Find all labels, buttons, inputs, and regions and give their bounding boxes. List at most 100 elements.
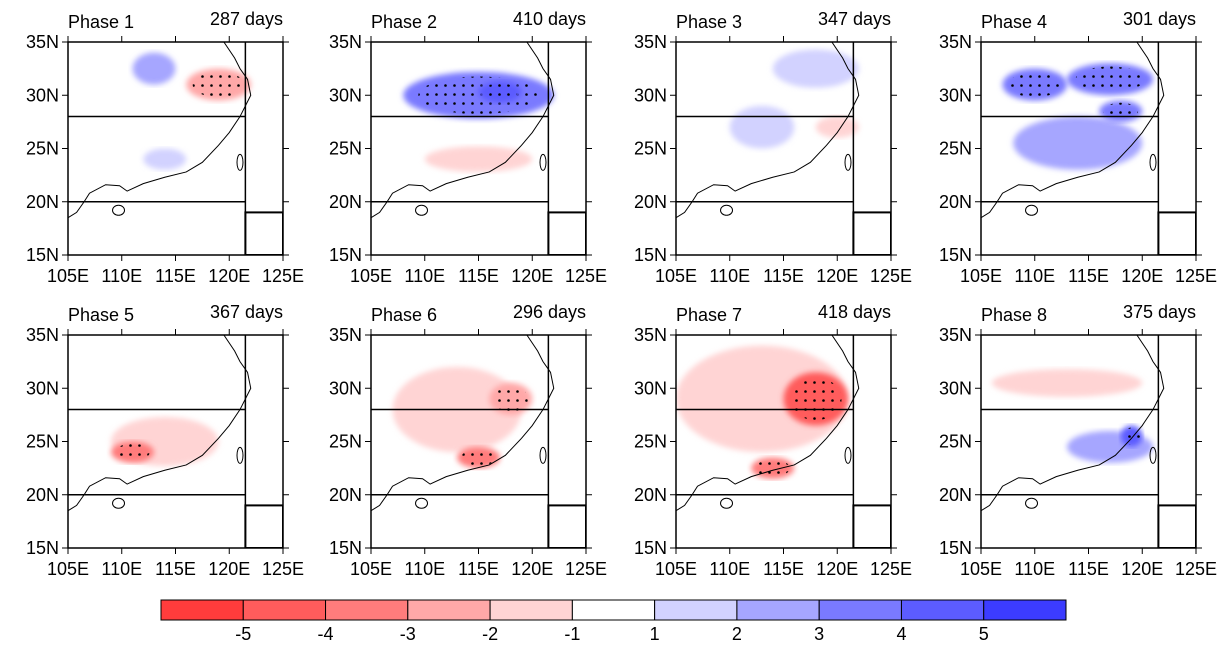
colorbar-label: -4: [318, 624, 334, 644]
panel-days: 301 days: [1123, 9, 1196, 29]
colorbar-box: [736, 599, 820, 621]
panel-title: Phase 5: [68, 305, 134, 325]
colorbar-box: [489, 599, 573, 621]
panel-title: Phase 3: [676, 12, 742, 32]
map-content: [981, 335, 1196, 548]
map-content: [68, 335, 283, 548]
map-content: [371, 42, 586, 255]
panel-days: 347 days: [818, 9, 891, 29]
y-tick-label: 25N: [634, 432, 667, 452]
colorbar-box: [818, 599, 902, 621]
x-tick-label: 105E: [960, 266, 1002, 286]
y-tick-label: 30N: [329, 85, 362, 105]
map-panel: 105E 110E 115E 120E 125E 35N 30N 25N 20N 15N Phase…: [26, 302, 304, 579]
hainan: [1025, 497, 1039, 509]
x-tick-label: 105E: [350, 266, 392, 286]
y-tick-label: 20N: [329, 485, 362, 505]
y-tick-label: 35N: [26, 325, 59, 345]
y-tick-label: 20N: [939, 485, 972, 505]
x-tick-label: 125E: [1175, 266, 1217, 286]
map-panel: 105E 110E 115E 120E 125E 35N 30N 25N 20N 15N Phase…: [939, 302, 1217, 579]
map-content: [68, 42, 283, 255]
colorbar-label: -3: [400, 624, 416, 644]
x-tick-label: 110E: [101, 266, 142, 286]
significance-stipple: [482, 83, 518, 101]
anomaly-shading: [424, 146, 533, 172]
significance-stipple: [192, 71, 245, 98]
map-panel: 105E 110E 115E 120E 125E 35N 30N 25N 20N 15N Phase…: [939, 9, 1217, 286]
anomaly-shading: [729, 105, 795, 149]
y-tick-label: 15N: [939, 538, 972, 558]
y-tick-label: 35N: [329, 325, 362, 345]
y-tick-label: 25N: [939, 139, 972, 159]
x-tick-label: 120E: [208, 559, 250, 579]
taiwan: [539, 446, 547, 464]
y-tick-label: 35N: [634, 325, 667, 345]
y-tick-label: 20N: [634, 192, 667, 212]
y-tick-label: 15N: [26, 245, 59, 265]
hainan: [415, 497, 429, 509]
y-tick-label: 20N: [329, 192, 362, 212]
panel-title: Phase 4: [981, 12, 1047, 32]
map-content: [676, 335, 891, 548]
map-frame: [67, 41, 284, 256]
y-tick-label: 35N: [939, 32, 972, 52]
y-tick-label: 15N: [939, 245, 972, 265]
x-tick-label: 105E: [655, 266, 697, 286]
x-tick-label: 125E: [262, 559, 304, 579]
taiwan: [1149, 153, 1157, 171]
taiwan: [1149, 446, 1157, 464]
map-panel: 105E 110E 115E 120E 125E 35N 30N 25N 20N 15N Phase…: [634, 302, 912, 579]
y-tick-label: 35N: [939, 325, 972, 345]
colorbar-box: [160, 599, 244, 621]
colorbar-label: -1: [564, 624, 580, 644]
anomaly-shading: [132, 52, 176, 85]
x-tick-label: 125E: [565, 266, 607, 286]
x-tick-label: 125E: [262, 266, 304, 286]
inset-box: [547, 211, 586, 255]
y-tick-label: 20N: [26, 485, 59, 505]
panel-days: 375 days: [1123, 302, 1196, 322]
taiwan: [236, 446, 244, 464]
x-tick-label: 125E: [565, 559, 607, 579]
y-tick-label: 30N: [939, 85, 972, 105]
x-tick-label: 105E: [655, 559, 697, 579]
colorbar-box: [407, 599, 491, 621]
x-tick-label: 125E: [870, 559, 912, 579]
inset-box: [244, 211, 283, 255]
coastline: [68, 335, 252, 512]
x-tick-label: 110E: [404, 559, 445, 579]
colorbar-box: [571, 599, 656, 621]
x-tick-label: 110E: [709, 559, 750, 579]
coastline: [371, 335, 555, 512]
colorbar-label: 5: [979, 624, 989, 644]
x-tick-label: 110E: [1014, 559, 1055, 579]
x-tick-label: 115E: [763, 559, 804, 579]
taiwan: [236, 153, 244, 171]
x-tick-label: 125E: [1175, 559, 1217, 579]
coastline: [981, 42, 1165, 219]
y-tick-label: 30N: [329, 378, 362, 398]
significance-stipple: [1075, 66, 1145, 93]
significance-stipple: [1103, 102, 1138, 120]
y-tick-label: 35N: [26, 32, 59, 52]
significance-stipple: [789, 377, 842, 421]
y-tick-label: 20N: [634, 485, 667, 505]
inset-box: [244, 504, 283, 548]
x-tick-label: 110E: [101, 559, 142, 579]
colorbar-label: -2: [482, 624, 498, 644]
hainan: [720, 204, 734, 216]
y-tick-label: 30N: [26, 85, 59, 105]
hainan: [1025, 204, 1039, 216]
taiwan: [844, 153, 852, 171]
x-tick-label: 120E: [208, 266, 250, 286]
map-content: [981, 42, 1196, 255]
panel-days: 287 days: [210, 9, 283, 29]
colorbar-label: 4: [896, 624, 906, 644]
significance-stipple: [493, 386, 528, 412]
panel-title: Phase 6: [371, 305, 437, 325]
x-tick-label: 110E: [1014, 266, 1055, 286]
y-tick-label: 35N: [634, 32, 667, 52]
x-tick-label: 105E: [47, 559, 89, 579]
taiwan: [844, 446, 852, 464]
